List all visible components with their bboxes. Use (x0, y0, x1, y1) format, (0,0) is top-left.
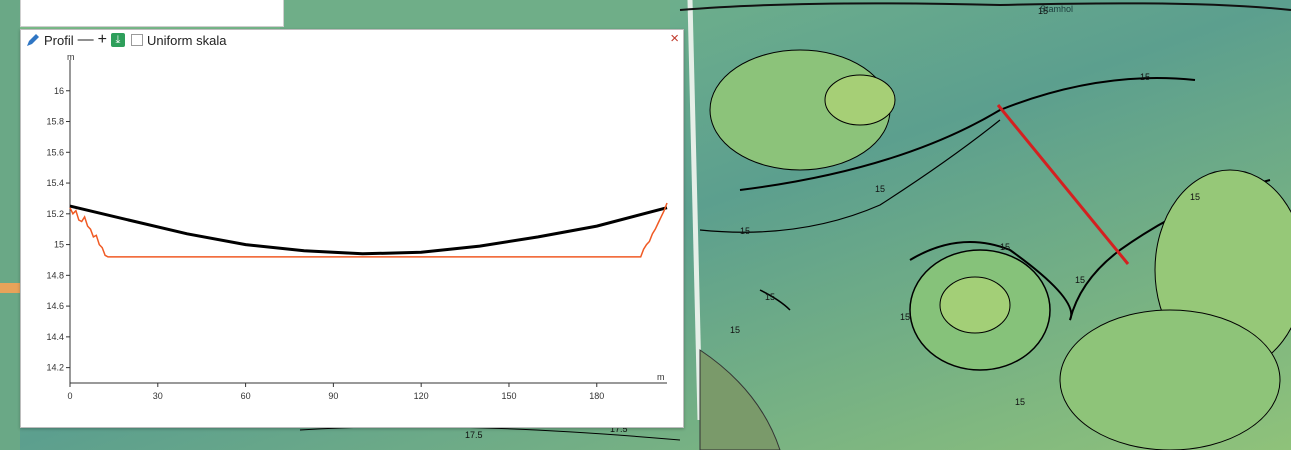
contour-label: 15 (730, 325, 740, 335)
close-icon[interactable]: × (670, 30, 679, 47)
contour-label: 15 (740, 226, 750, 236)
contour-label: 15 (765, 292, 775, 302)
x-tick-label: 60 (241, 391, 251, 401)
x-tick-label: 120 (414, 391, 429, 401)
left-terrain-strip (0, 0, 20, 450)
profile-title: Profil (44, 32, 74, 48)
contour-label: 15 (875, 184, 885, 194)
contour-line (759, 289, 791, 311)
road (687, 0, 703, 421)
y-tick-label: 14.6 (46, 301, 64, 311)
profile-panel: Profil — + ⤓ Uniform skala × 14.2 14.4 14.… (20, 29, 684, 428)
profile-toolbar: Profil — + ⤓ Uniform skala × (21, 30, 683, 50)
contour-line (739, 77, 1196, 191)
profile-line-orange (69, 202, 668, 258)
contour-label: 15 (1075, 275, 1085, 285)
y-tick-label: 14.8 (46, 270, 64, 280)
hill (1059, 309, 1281, 450)
zoom-in-button[interactable]: + (97, 31, 107, 48)
contour-label: 15 (1038, 6, 1048, 16)
hill-top (824, 74, 896, 126)
download-icon[interactable]: ⤓ (110, 33, 125, 47)
y-tick-label: 14.4 (46, 332, 64, 342)
contour-label: 15 (1015, 397, 1025, 407)
y-axis-label: m (67, 52, 75, 62)
y-tick-label: 15.4 (46, 178, 64, 188)
y-tick-label: 15 (54, 240, 64, 250)
x-tick-label: 90 (328, 391, 338, 401)
search-box-remnant (20, 0, 284, 27)
profile-line-black (69, 204, 668, 256)
x-tick-label: 0 (67, 391, 72, 401)
x-axis-label: m (657, 372, 665, 382)
contour-label: 17.5 (610, 424, 628, 434)
contour-label: 15 (1190, 192, 1200, 202)
uniform-scale-label: Uniform skala (146, 32, 227, 48)
y-tick-label: 15.6 (46, 147, 64, 157)
contour-label: 17.5 (465, 430, 483, 440)
x-tick-label: 180 (589, 391, 604, 401)
contour-label: 15 (1140, 72, 1150, 82)
contour-line (679, 2, 1291, 11)
y-tick-label: 14.2 (46, 363, 64, 373)
x-tick-label: 150 (501, 391, 516, 401)
road-segment (0, 283, 20, 293)
profile-chart: 14.2 14.4 14.6 14.8 15 15.2 15.4 15.6 15.8 16 0 30 6… (46, 52, 668, 401)
profile-line[interactable] (996, 104, 1130, 265)
terrain-top (280, 0, 670, 29)
contour-line (699, 119, 1001, 233)
contour-label: 15 (900, 312, 910, 322)
uniform-scale-checkbox[interactable] (130, 34, 143, 46)
pencil-icon[interactable] (25, 32, 41, 48)
y-tick-label: 16 (54, 86, 64, 96)
y-tick-label: 15.8 (46, 117, 64, 127)
hill-top (939, 276, 1011, 334)
y-tick-label: 15.2 (46, 209, 64, 219)
contour-label: 15 (1000, 242, 1010, 252)
zoom-out-button[interactable]: — (77, 31, 94, 48)
x-tick-label: 30 (153, 391, 163, 401)
map-street-label: Stamhol (1040, 4, 1073, 14)
